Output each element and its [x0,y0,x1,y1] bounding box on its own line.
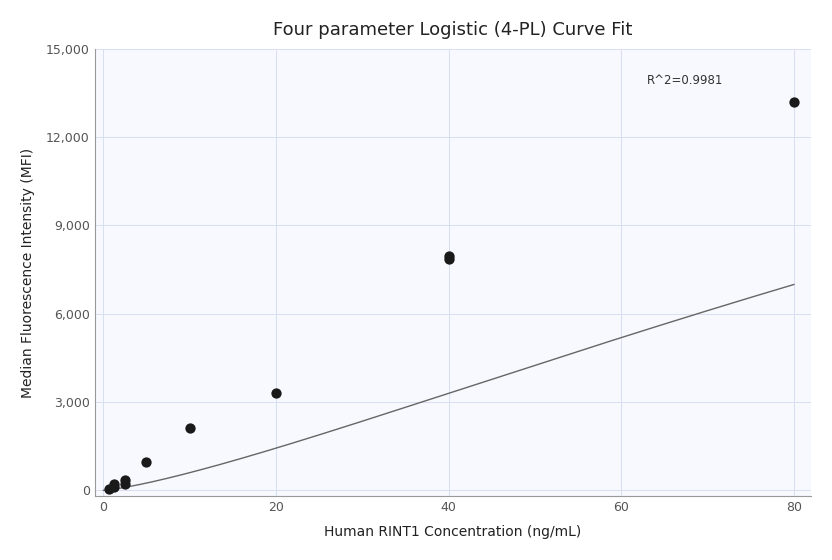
Text: R^2=0.9981: R^2=0.9981 [647,74,724,87]
Point [118,475,131,484]
X-axis label: Human RINT1 Concentration (ng/mL): Human RINT1 Concentration (ng/mL) [324,525,582,539]
Point [787,97,800,106]
Point [118,479,131,488]
Point [442,252,455,261]
Point [183,424,196,433]
Point [107,482,121,491]
Point [107,480,121,489]
Y-axis label: Median Fluorescence Intensity (MFI): Median Fluorescence Intensity (MFI) [21,147,35,398]
Point [140,458,153,467]
Point [102,484,116,493]
Point [270,389,283,398]
Point [442,255,455,264]
Title: Four parameter Logistic (4-PL) Curve Fit: Four parameter Logistic (4-PL) Curve Fit [273,21,632,39]
